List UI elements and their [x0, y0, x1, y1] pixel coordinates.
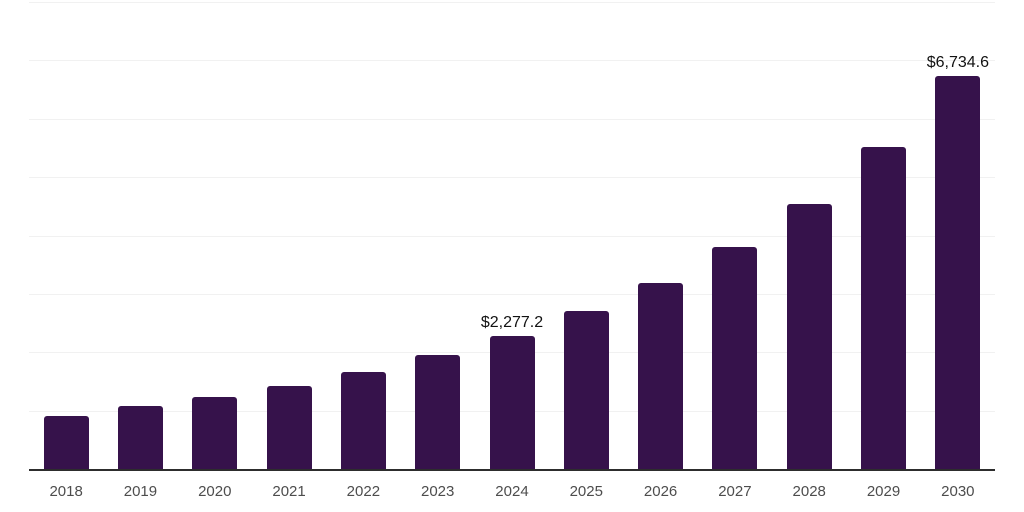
x-tick-2026: 2026 — [643, 483, 678, 500]
gridline-8000 — [29, 2, 995, 3]
x-tick-2023: 2023 — [420, 483, 455, 500]
bar-2028[interactable] — [786, 203, 832, 469]
x-tick-2019: 2019 — [123, 483, 158, 500]
x-axis-labels: 2018 2019 2020 2021 2022 2023 2024 2025 2026 2027… — [29, 483, 995, 505]
bar-2022[interactable] — [340, 372, 386, 469]
bar-2025[interactable] — [563, 311, 609, 469]
x-tick-2018: 2018 — [49, 483, 83, 500]
x-tick-2028: 2028 — [792, 483, 826, 500]
bar-2019[interactable] — [117, 405, 163, 469]
x-tick-2027: 2027 — [718, 483, 752, 500]
bar-2023[interactable] — [415, 355, 461, 469]
x-tick-2030: 2030 — [941, 483, 975, 500]
bar-2029[interactable] — [861, 147, 907, 469]
gridline-4000 — [29, 235, 995, 237]
x-tick-2022: 2022 — [346, 483, 381, 500]
gridline-6000 — [29, 118, 995, 120]
bar-2020[interactable] — [192, 397, 238, 469]
bar-2030[interactable] — [935, 75, 981, 469]
bar-2027[interactable] — [712, 246, 758, 469]
gridline-5000 — [29, 177, 995, 179]
x-tick-2020: 2020 — [198, 483, 232, 500]
plot-area: $2,277.2 $6,734.6 — [29, 2, 995, 471]
x-axis-line — [29, 469, 995, 471]
x-tick-2024: 2024 — [495, 483, 529, 500]
gridline-3000 — [29, 293, 995, 295]
gridline-7000 — [29, 60, 995, 62]
x-tick-2025: 2025 — [569, 483, 603, 500]
data-label-2024: $2,277.2 — [480, 314, 544, 332]
x-tick-2021: 2021 — [272, 483, 306, 500]
x-tick-2029: 2029 — [866, 483, 901, 500]
bar-2021[interactable] — [266, 385, 312, 469]
bar-2024[interactable] — [489, 336, 535, 469]
bar-2026[interactable] — [638, 283, 684, 469]
bar-2018[interactable] — [43, 416, 89, 469]
data-label-2030: $6,734.6 — [926, 53, 989, 71]
